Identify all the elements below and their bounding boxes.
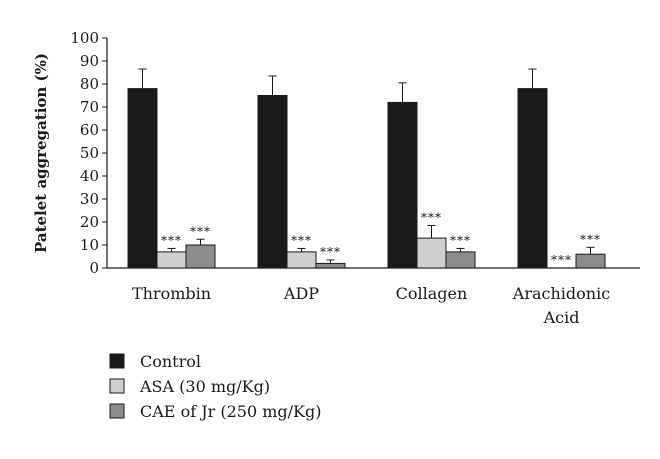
y-tick-label: 60 — [80, 121, 99, 139]
legend-label: ASA (30 mg/Kg) — [139, 377, 270, 396]
legend: Control ASA (30 mg/Kg) CAE of Jr (250 mg/K… — [109, 352, 321, 421]
legend-swatch — [109, 353, 125, 369]
bar — [387, 101, 418, 269]
category-label: Collagen — [396, 284, 468, 303]
bar — [127, 88, 158, 269]
significance-label: *** — [291, 233, 312, 247]
significance-label: *** — [580, 232, 601, 246]
bar — [416, 237, 447, 269]
y-tick-label: 100 — [70, 29, 99, 47]
bar — [575, 253, 606, 269]
category-label: Arachidonic — [512, 284, 610, 303]
category-label: Thrombin — [132, 284, 211, 303]
bar — [286, 251, 317, 269]
category-label: ADP — [283, 284, 319, 303]
y-tick-label: 90 — [80, 52, 99, 70]
bar — [517, 88, 548, 269]
y-tick-label: 30 — [80, 190, 99, 208]
bar — [315, 262, 346, 269]
bar — [185, 244, 216, 269]
y-axis-label: Patelet aggregation (%) — [32, 53, 50, 253]
y-tick-label: 20 — [80, 213, 99, 231]
legend-label: Control — [140, 352, 201, 371]
y-tick-label: 40 — [80, 167, 99, 185]
y-tick-label: 80 — [80, 75, 99, 93]
plot-area: 0 10 20 30 40 50 60 70 80 90 100 Patelet aggregatio… — [32, 29, 640, 327]
y-tick-label: 70 — [80, 98, 99, 116]
bar — [257, 95, 288, 269]
bar — [156, 251, 187, 269]
legend-swatch — [109, 403, 125, 419]
legend-swatch — [109, 378, 125, 394]
legend-label: CAE of Jr (250 mg/Kg) — [140, 402, 321, 421]
significance-label: *** — [551, 253, 572, 267]
significance-label: *** — [421, 210, 442, 224]
y-tick-label: 0 — [89, 259, 99, 277]
y-tick-label: 50 — [80, 144, 99, 162]
y-tick-label: 10 — [80, 236, 99, 254]
bar — [445, 251, 476, 269]
significance-label: *** — [320, 245, 341, 259]
significance-label: *** — [161, 233, 182, 247]
significance-label: *** — [450, 233, 471, 247]
category-label: Acid — [543, 308, 580, 327]
significance-label: *** — [190, 224, 211, 238]
